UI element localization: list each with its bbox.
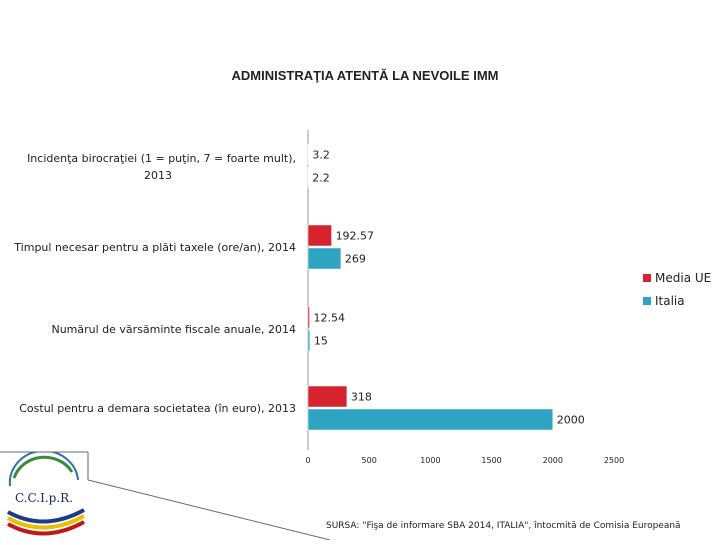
bar-italia — [308, 330, 310, 351]
x-tick-label: 1500 — [481, 456, 501, 465]
logo-text: C.C.I.p.R. — [15, 491, 73, 505]
x-tick-label: 0 — [305, 456, 310, 465]
bar-italia — [308, 248, 341, 269]
legend-swatch — [643, 297, 651, 305]
data-label: 12.54 — [314, 312, 346, 325]
data-label: 192.57 — [336, 230, 375, 243]
category-label: Numărul de vărsăminte fiscale anuale, 20… — [51, 323, 296, 336]
legend-label: Media UE — [655, 271, 711, 285]
data-label: 3.2 — [312, 149, 330, 162]
data-label: 15 — [314, 335, 328, 348]
bar-media-ue — [308, 386, 347, 407]
category-label: Costul pentru a demara societatea (în eu… — [19, 402, 296, 415]
category-label: 2013 — [144, 169, 172, 182]
x-tick-label: 2500 — [604, 456, 624, 465]
x-tick-label: 2000 — [543, 456, 563, 465]
source-note: SURSA: "Fişa de informare SBA 2014, ITAL… — [326, 521, 681, 531]
category-label: Timpul necesar pentru a plăti taxele (or… — [13, 241, 296, 254]
bar-media-ue — [308, 225, 332, 246]
x-tick-label: 1000 — [420, 456, 440, 465]
legend-swatch — [643, 274, 651, 282]
data-label: 269 — [345, 253, 366, 266]
bar-media-ue — [308, 307, 310, 328]
x-tick-label: 500 — [362, 456, 377, 465]
ccipr-logo: C.C.I.p.R. — [0, 452, 90, 540]
legend-label: Italia — [655, 294, 685, 308]
category-label: Incidenţa birocraţiei (1 = puţin, 7 = fo… — [27, 152, 296, 165]
bar-italia — [308, 409, 553, 430]
data-label: 2000 — [557, 414, 585, 427]
data-label: 318 — [351, 391, 372, 404]
data-label: 2.2 — [312, 172, 330, 185]
